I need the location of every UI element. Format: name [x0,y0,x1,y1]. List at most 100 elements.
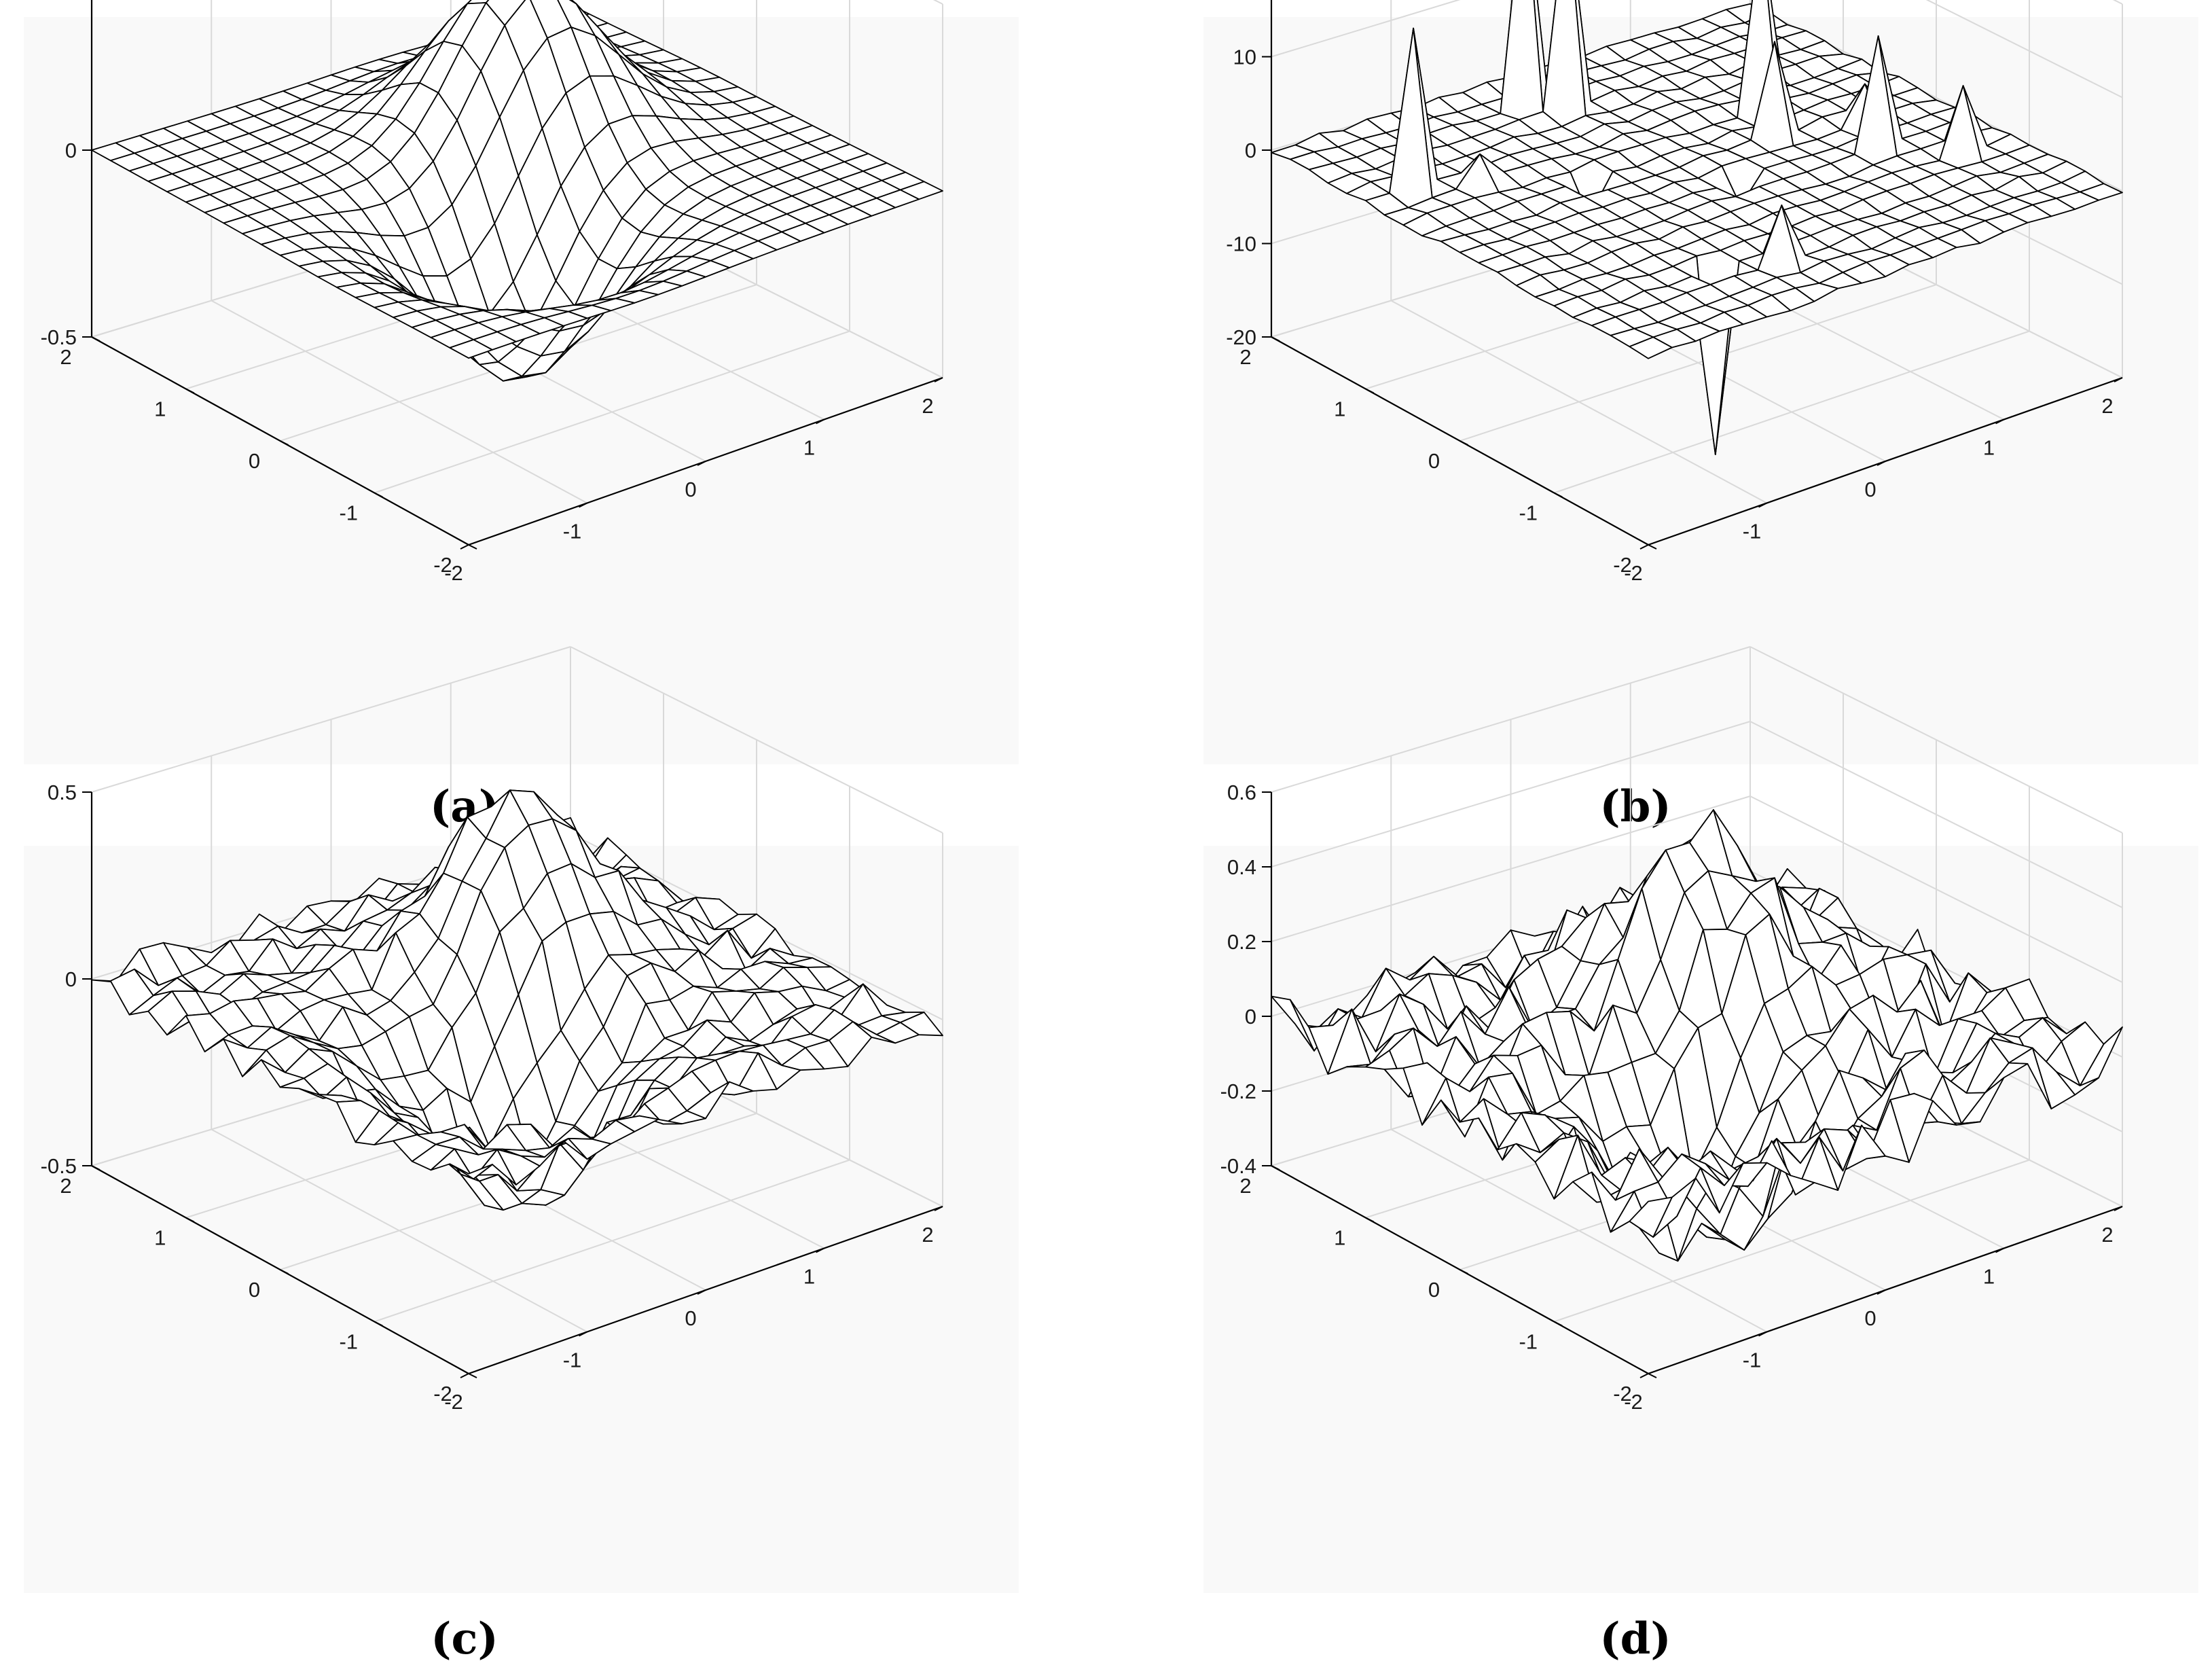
z-tick-label: -0.4 [1220,1154,1256,1178]
x-tick [460,1373,469,1378]
y-tick-label: 0 [1428,449,1440,473]
y-tick-label: 1 [1334,1226,1345,1250]
grid-line [1459,284,1937,442]
x-tick-label: 0 [1864,478,1876,501]
x-tick-label: -2 [444,1390,463,1414]
y-tick [185,1217,195,1223]
grid-line [1925,0,2123,99]
mesh-cell [1629,336,1673,359]
x-tick-label: -1 [1743,520,1762,543]
x-tick [816,418,824,425]
panel-d: -0.4 -0.2 0 0.2 0.4 0.6 -2 -1 0 1 2 -2 -1 0 1 2 (d) [1107,646,2212,1680]
z-tick-label: 0.4 [1227,855,1256,879]
x-tick-label: -1 [563,520,582,543]
surface-mesh-b [1271,0,2123,455]
x-tick [934,1206,943,1211]
z-tick-label: 0 [1245,139,1256,162]
y-tick-label: -1 [1519,501,1538,525]
x-tick [2114,377,2123,382]
y-tick [1459,440,1468,446]
y-tick [1648,544,1657,550]
x-tick [1995,1247,2004,1253]
y-tick-label: 0 [249,1278,260,1302]
z-tick-label: 0.2 [1227,930,1256,954]
grid-line [1749,721,2123,908]
x-tick-label: 1 [803,1265,815,1289]
y-tick-label: 0 [249,449,260,473]
x-tick [1758,502,1767,508]
x-tick [460,544,469,550]
x-tick-label: -2 [1624,1390,1643,1414]
y-tick [185,388,195,394]
y-tick-label: 0 [1428,1278,1440,1302]
y-tick [1553,1321,1563,1327]
panel-c: -0.5 0 0.5 -2 -1 0 1 2 -2 -1 0 1 2 (c) [0,646,1107,1680]
x-tick [1758,1331,1767,1337]
x-tick-label: -1 [1743,1348,1762,1372]
z-tick-label: 0 [65,139,77,162]
y-tick-label: 1 [154,397,166,421]
y-tick [280,440,289,446]
z-tick-label: -0.5 [41,325,77,349]
y-tick [91,1165,101,1170]
z-tick-label: 0 [65,967,77,991]
surface-mesh-d [1271,809,2123,1262]
axes-c: -0.5 0 0.5 -2 -1 0 1 2 -2 -1 0 1 2 [41,781,943,1414]
caption-d: (d) [1599,1613,1671,1664]
x-tick [1995,418,2004,425]
surface-plot-d: -0.4 -0.2 0 0.2 0.4 0.6 -2 -1 0 1 2 -2 -1 0 1 2 [1220,646,2123,1414]
z-tick-label: 0.6 [1227,781,1256,804]
mesh-cell [449,339,493,359]
y-tick-label: -2 [433,553,452,577]
y-tick [1553,492,1563,498]
surface-mesh-c [91,789,943,1211]
x-tick-label: -1 [563,1348,582,1372]
z-tick-label: 10 [1233,46,1256,69]
x-tick [816,1247,824,1253]
y-tick-label: 2 [1239,1174,1251,1198]
y-tick [374,1321,383,1327]
x-tick [697,461,706,466]
y-tick-label: 1 [154,1226,166,1250]
y-tick [1271,1165,1280,1170]
z-tick-label: -0.2 [1220,1079,1256,1103]
y-tick-label: -1 [339,1330,358,1354]
x-tick-label: 2 [922,394,933,418]
x-tick [579,1331,587,1337]
x-tick [934,377,943,382]
x-tick [1876,1289,1886,1295]
y-tick-label: 1 [1334,397,1345,421]
x-tick [1639,544,1649,550]
grid-line [1271,796,1751,942]
z-tick-label: -10 [1226,232,1256,256]
z-tick-label: 0 [1245,1005,1256,1029]
x-tick [1876,461,1886,466]
x-tick [2114,1206,2123,1211]
y-tick-label: -1 [339,501,358,525]
y-tick [1365,1217,1375,1223]
x-tick-label: -2 [1624,561,1643,585]
x-tick-label: 1 [803,436,815,460]
x-tick [697,1289,706,1295]
x-tick-label: -2 [444,561,463,585]
grid-line [1271,0,1461,58]
y-tick-label: -2 [1613,1382,1632,1406]
x-tick-label: 2 [2101,1223,2113,1247]
surface-mesh-a [91,0,943,382]
y-tick [468,544,477,550]
z-tick-label: -0.5 [41,1154,77,1178]
y-tick [468,1373,477,1378]
x-tick-label: 0 [1864,1306,1876,1330]
grid-line [1749,646,2123,834]
x-tick-label: 2 [922,1223,933,1247]
y-tick [91,336,101,342]
y-tick-label: -2 [1613,553,1632,577]
y-tick [374,492,383,498]
mesh-cell [1629,1196,1673,1238]
grid-line [1271,721,1751,868]
